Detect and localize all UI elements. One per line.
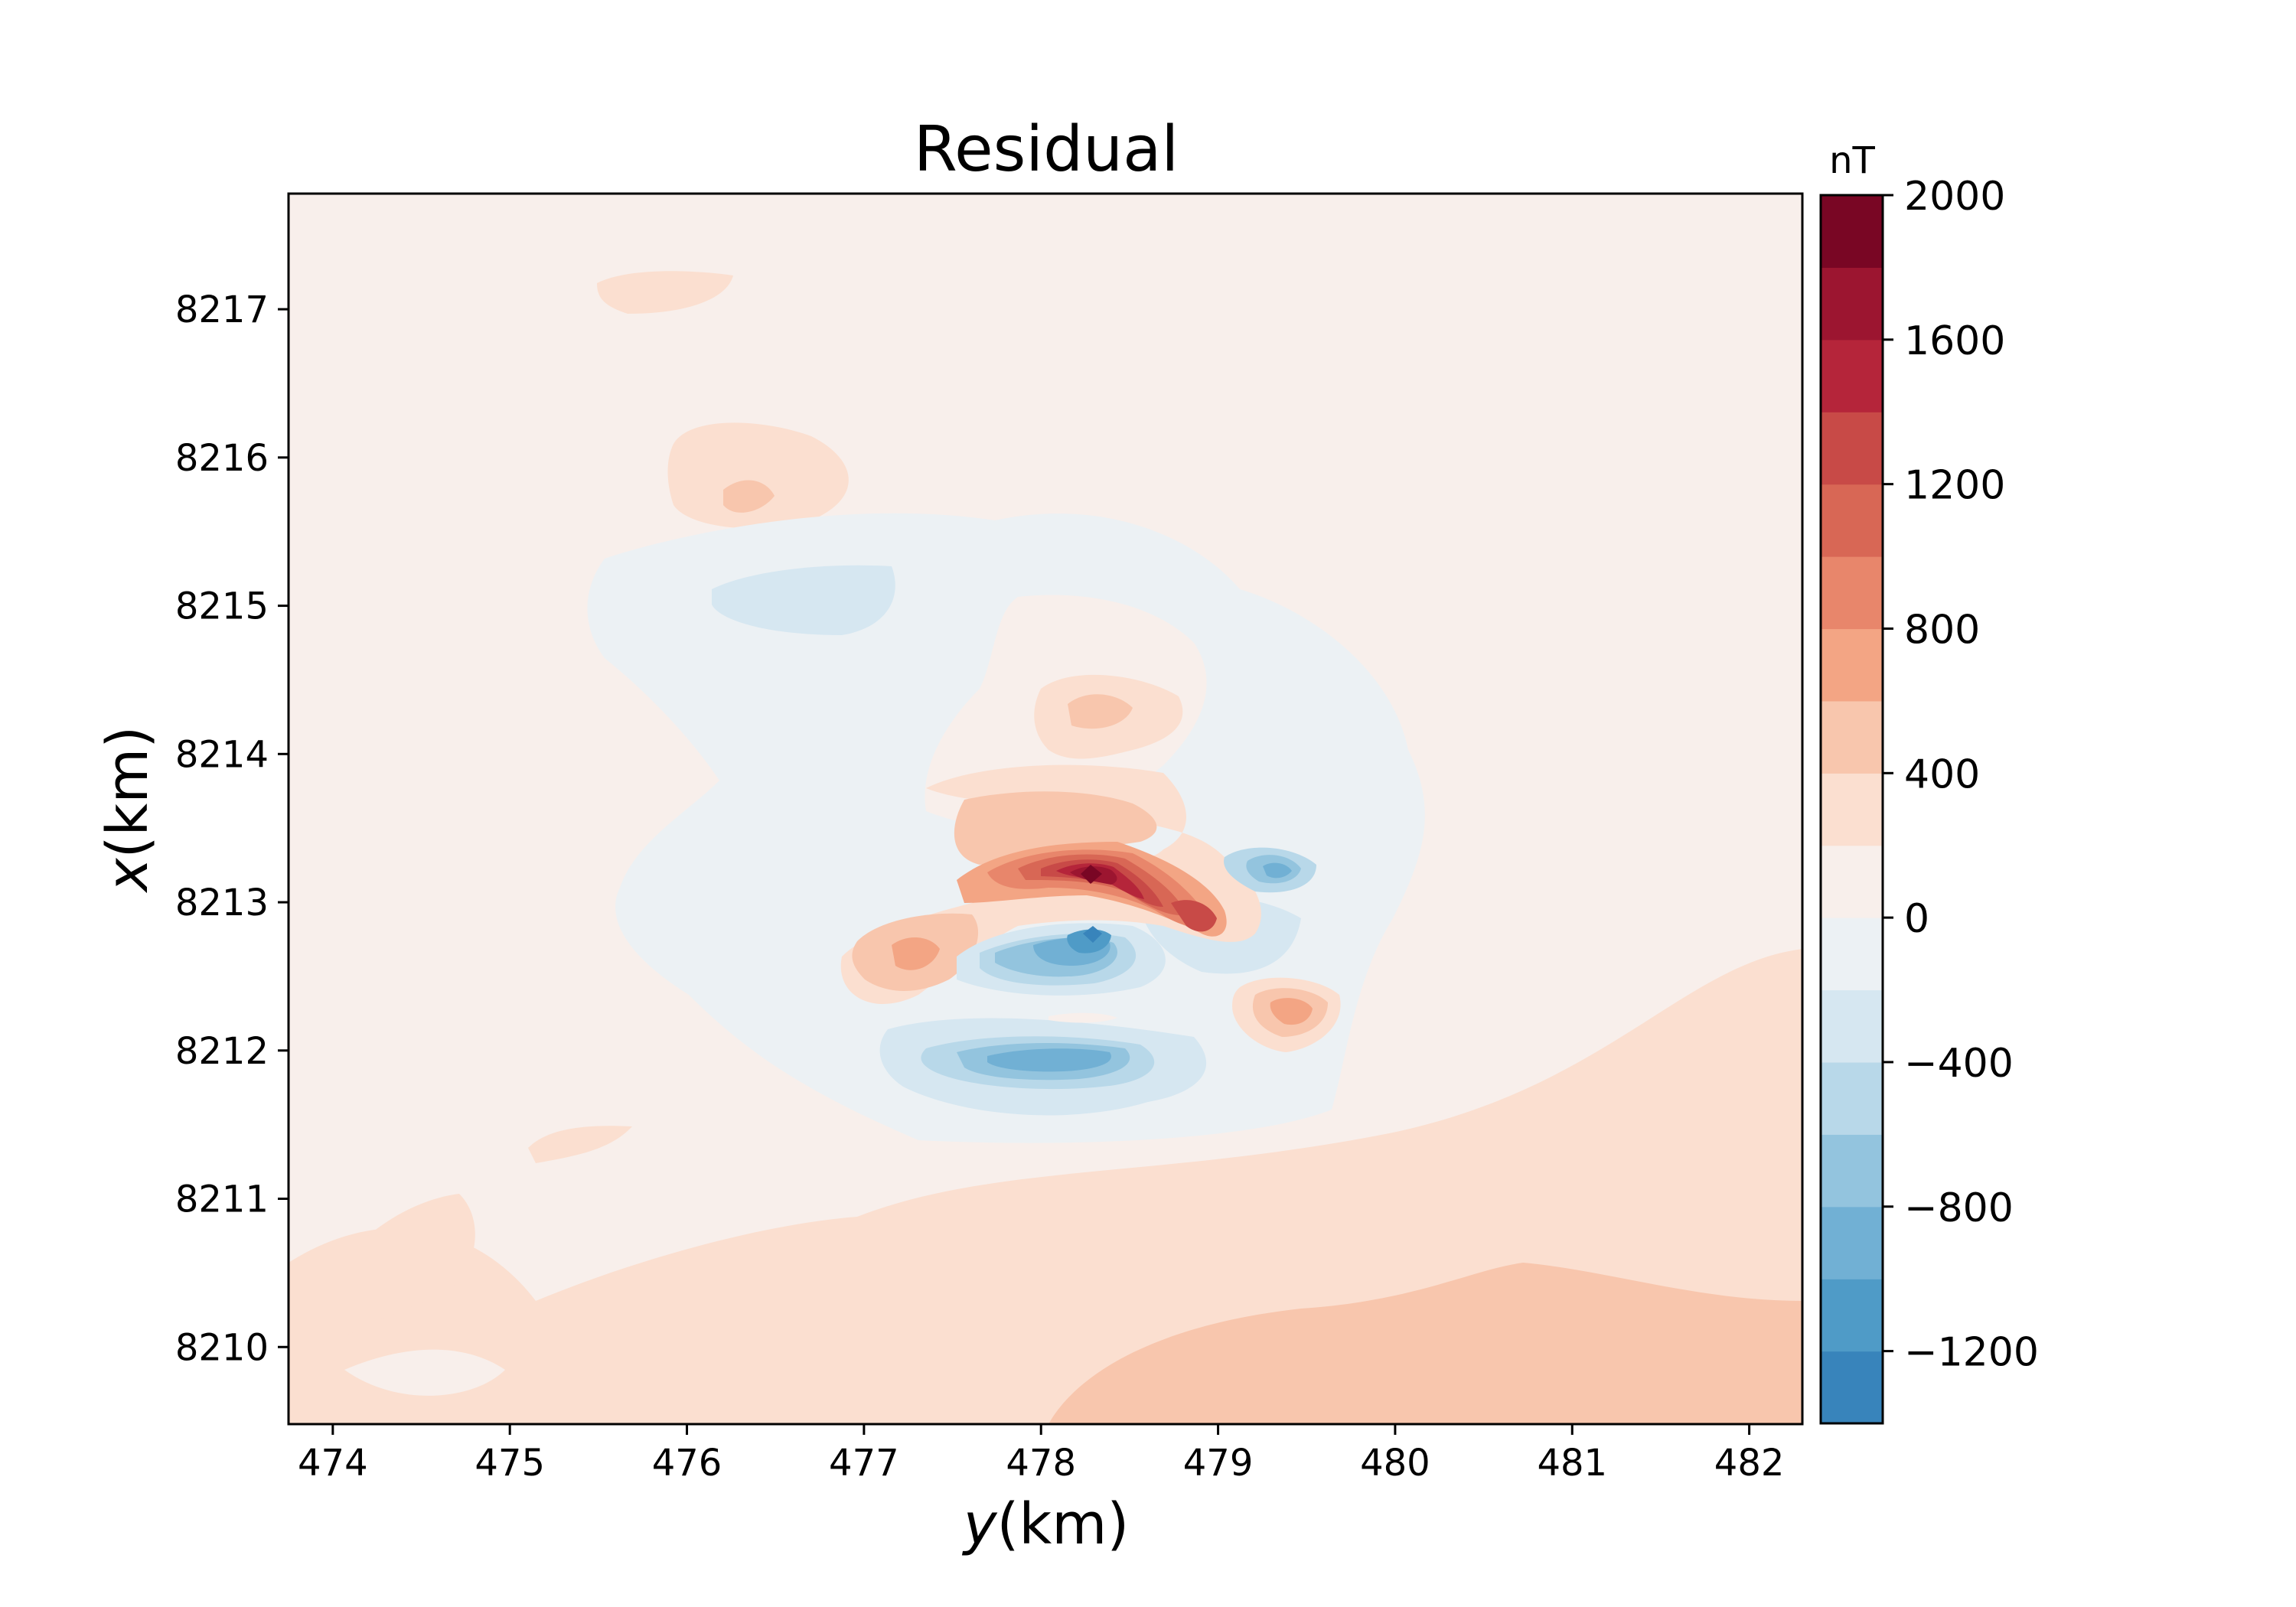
y-axis: 8210 8211 8212 8213 8214 8215 8216 8217: [175, 288, 289, 1369]
contour-bg-sliver-center: [1049, 1012, 1117, 1023]
y-tick-label: 8213: [175, 882, 269, 924]
x-tick-label: 478: [1006, 1442, 1076, 1485]
colorbar-band: [1821, 918, 1883, 991]
x-axis-label-symbol: y: [962, 1491, 998, 1557]
colorbar-band: [1821, 1061, 1883, 1135]
y-tick-label: 8216: [175, 437, 269, 480]
y-tick-label: 8217: [175, 288, 269, 331]
plot-area: [287, 192, 1804, 1426]
y-tick-label: 8211: [175, 1178, 269, 1221]
contour-negative-patch-northwest: [712, 565, 895, 635]
contour-negative-east-800: [1263, 862, 1292, 878]
x-tick-label: 480: [1360, 1442, 1430, 1485]
colorbar-tick-label: 1600: [1904, 318, 2005, 364]
contour-bg-patch-a: [344, 1349, 505, 1396]
contour-positive-north-finger-core: [1068, 694, 1133, 729]
x-tick-label: 482: [1714, 1442, 1785, 1485]
colorbar-tick-label: 400: [1904, 751, 1980, 797]
colorbar-band: [1821, 628, 1883, 702]
colorbar-tick-label: 800: [1904, 607, 1980, 653]
contour-positive-west-lobe-core: [892, 937, 940, 970]
colorbar-band: [1821, 773, 1883, 846]
y-tick-label: 8210: [175, 1326, 269, 1369]
colorbar: 2000 1600 1200 800 400 0 −400 −800 −1200 nT: [1819, 139, 2039, 1425]
contour-negative-peak-1200: [1083, 926, 1102, 943]
plot-frame: [287, 192, 1804, 1426]
x-tick-label: 476: [652, 1442, 722, 1485]
contour-positive-lobe-southwest: [300, 1194, 475, 1348]
colorbar-band: [1821, 339, 1883, 412]
colorbar-band: [1821, 267, 1883, 341]
contour-positive-core-northwest: [723, 480, 775, 513]
colorbar-band: [1821, 700, 1883, 774]
colorbar-tick-label: −1200: [1904, 1330, 2039, 1376]
colorbar-band: [1821, 195, 1883, 269]
contour-positive-east-600: [1270, 998, 1313, 1025]
contour-fill-layer: [289, 194, 1802, 1424]
x-axis-label-unit: (km): [997, 1491, 1130, 1557]
colorbar-band: [1821, 1279, 1883, 1352]
y-axis-label-unit: (km): [95, 726, 161, 859]
contour-positive-patch-north: [597, 271, 733, 314]
colorbar-band: [1821, 556, 1883, 630]
colorbar-tick-label: 1200: [1904, 463, 2005, 509]
x-tick-label: 474: [298, 1442, 368, 1485]
y-axis-label: x(km): [95, 726, 161, 893]
contour-negative-south-800: [987, 1048, 1111, 1072]
contour-positive-patch-small-southwest: [528, 1126, 632, 1163]
x-tick-label: 477: [829, 1442, 899, 1485]
colorbar-band: [1821, 1134, 1883, 1208]
colorbar-band: [1821, 989, 1883, 1063]
colorbar-band: [1821, 412, 1883, 485]
x-tick-label: 475: [475, 1442, 545, 1485]
colorbar-ticks: 2000 1600 1200 800 400 0 −400 −800 −1200: [1883, 174, 2039, 1376]
contour-positive-east-tail: [1171, 900, 1217, 932]
y-tick-label: 8214: [175, 733, 269, 776]
x-tick-label: 481: [1537, 1442, 1607, 1485]
x-tick-label: 479: [1183, 1442, 1254, 1485]
colorbar-tick-label: −800: [1904, 1185, 2014, 1231]
colorbar-band: [1821, 484, 1883, 557]
colorbar-unit-label: nT: [1829, 139, 1875, 182]
colorbar-tick-label: 2000: [1904, 174, 2005, 220]
x-axis: 474 475 476 477 478 479 480 481 482: [298, 1424, 1784, 1485]
contour-positive-patch-northwest: [667, 422, 849, 529]
y-axis-label-symbol: x: [95, 857, 161, 893]
colorbar-tick-label: −400: [1904, 1041, 2014, 1087]
colorbar-band: [1821, 1206, 1883, 1279]
chart-title: Residual: [914, 113, 1179, 186]
contour-positive-lobe-southeast-strong: [1049, 1263, 1802, 1424]
x-axis-label: y(km): [962, 1491, 1129, 1557]
y-tick-label: 8212: [175, 1030, 269, 1073]
colorbar-band: [1821, 1351, 1883, 1424]
y-tick-label: 8215: [175, 585, 269, 628]
colorbar-bands: [1821, 195, 1883, 1424]
colorbar-band: [1821, 845, 1883, 918]
colorbar-frame: [1819, 194, 1884, 1425]
colorbar-tick-label: 0: [1904, 896, 1929, 942]
contour-positive-peak-1800: [1081, 865, 1102, 884]
